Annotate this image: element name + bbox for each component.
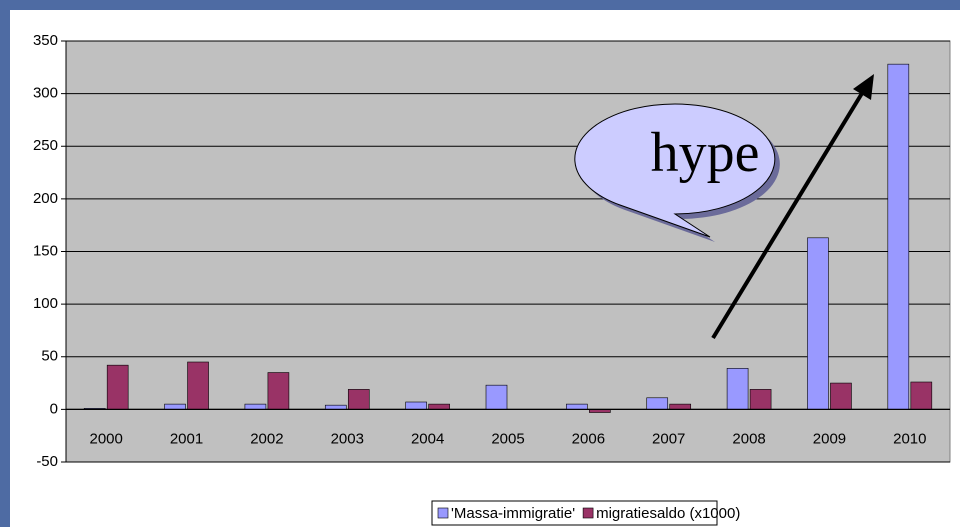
y-tick-label: -50 (36, 453, 58, 470)
bar (187, 361, 209, 410)
y-tick-label: 50 (41, 348, 58, 365)
x-tick-label: 2003 (331, 430, 364, 447)
y-tick-label: 100 (33, 295, 58, 312)
legend-swatch (437, 507, 449, 519)
bar (887, 63, 910, 410)
x-tick-label: 2007 (652, 430, 685, 447)
x-tick-label: 2000 (89, 430, 122, 447)
bar (566, 403, 588, 410)
bar (807, 237, 829, 410)
y-tick-label: 150 (33, 242, 58, 259)
bar (347, 389, 370, 410)
bar (405, 401, 427, 410)
bar (726, 368, 749, 410)
bar (267, 372, 290, 410)
x-tick-label: 2008 (732, 430, 765, 447)
y-tick-label: 300 (33, 85, 58, 102)
bar (428, 403, 450, 410)
y-tick-label: 0 (50, 400, 58, 417)
y-tick-label: 200 (33, 190, 58, 207)
bar (164, 403, 186, 410)
legend-swatch (582, 507, 594, 519)
legend-box (431, 500, 718, 526)
x-tick-label: 2001 (170, 430, 203, 447)
x-tick-label: 2006 (572, 430, 605, 447)
legend-label: 'Massa-immigratie' (451, 505, 575, 522)
x-tick-label: 2010 (893, 430, 926, 447)
x-tick-label: 2002 (250, 430, 283, 447)
bar (244, 403, 267, 410)
arrow-head (853, 74, 874, 100)
bar (910, 381, 933, 410)
legend-label: migratiesaldo (x1000) (596, 505, 740, 522)
bar (646, 397, 669, 410)
bar (669, 403, 692, 410)
bar (830, 382, 852, 410)
x-tick-label: 2009 (813, 430, 846, 447)
x-tick-label: 2004 (411, 430, 444, 447)
bar (106, 364, 129, 410)
arrow-line (711, 88, 866, 340)
annotation: hype (651, 122, 760, 184)
bar (749, 389, 772, 410)
y-tick-label: 250 (33, 137, 58, 154)
bar (324, 404, 347, 410)
bubble (574, 103, 776, 238)
y-tick-label: 350 (33, 32, 58, 49)
x-tick-label: 2005 (491, 430, 524, 447)
bar (485, 384, 508, 410)
